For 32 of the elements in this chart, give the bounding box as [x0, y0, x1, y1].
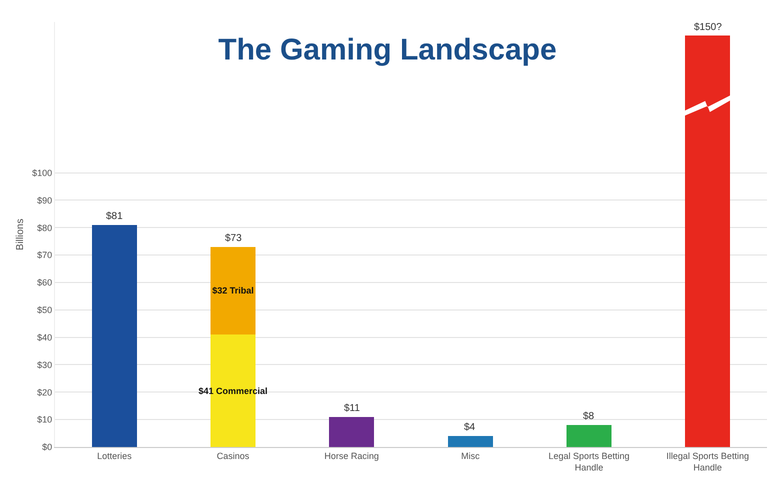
total-label: $81 [106, 211, 124, 222]
y-tick-label: $70 [37, 250, 52, 260]
y-tick-label: $30 [37, 360, 52, 370]
bar [210, 246, 256, 335]
y-tick-label: $40 [37, 332, 52, 342]
y-tick-label: $60 [37, 278, 52, 288]
bar [448, 436, 493, 447]
total-label: $150? [694, 22, 722, 33]
chart-title: The Gaming Landscape [218, 33, 557, 66]
data-label: $32 Tribal [212, 286, 254, 296]
x-tick-label: Misc [461, 450, 480, 461]
x-tick-label: Legal Sports Betting Handle [548, 450, 630, 472]
y-tick-label: $100 [32, 168, 52, 178]
total-label: $73 [225, 233, 242, 244]
y-axis-title: Billions [15, 218, 26, 250]
y-tick-label: $0 [42, 442, 52, 452]
y-tick-label: $10 [37, 414, 52, 425]
y-tick-label: $50 [37, 305, 52, 316]
bar [566, 425, 612, 447]
bar [92, 224, 137, 447]
x-tick-label: Illegal Sports Betting Handle [666, 450, 749, 472]
y-tick-label: $90 [37, 195, 52, 206]
bar [685, 36, 730, 447]
x-tick-label: Lotteries [97, 450, 132, 461]
bar [329, 416, 374, 447]
x-tick-label: Horse Racing [324, 450, 379, 461]
x-tick-label: Casinos [216, 450, 250, 461]
total-label: $11 [344, 403, 360, 414]
total-label: $4 [464, 422, 476, 433]
total-label: $8 [583, 411, 595, 422]
y-tick-label: $80 [37, 222, 52, 233]
y-tick-label: $20 [37, 387, 52, 398]
